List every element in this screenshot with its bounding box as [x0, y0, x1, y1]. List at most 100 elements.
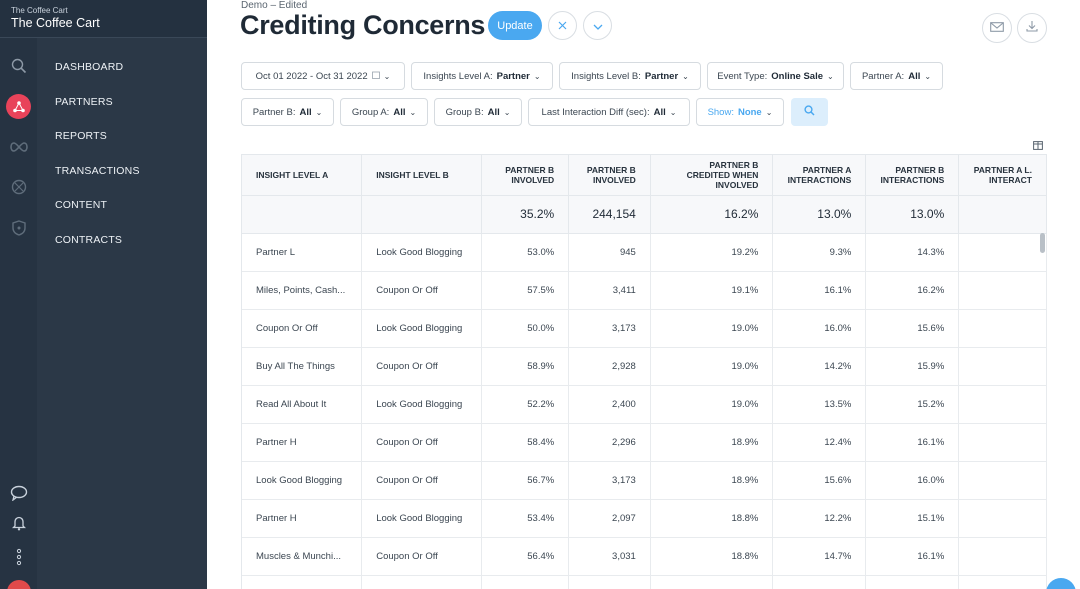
event-type-filter[interactable]: Event Type: Online Sale ⌄ [707, 62, 844, 90]
table-cell: Coupon Or Off [361, 347, 482, 386]
reports-icon[interactable] [0, 135, 37, 159]
table-cell: 50.0% [481, 309, 570, 348]
table-cell: 19.0% [650, 309, 774, 348]
show-filter[interactable]: Show: None ⌄ [696, 98, 784, 126]
group-a-filter[interactable]: Group A: All ⌄ [340, 98, 428, 126]
partner-a-filter[interactable]: Partner A: All ⌄ [850, 62, 943, 90]
table-cell: 15.2% [865, 385, 960, 424]
table-cell: Buy All The Things [242, 347, 363, 386]
email-button[interactable] [982, 13, 1012, 43]
table-cell [242, 195, 363, 234]
column-header[interactable]: PARTNER B INTERACTIONS [865, 155, 960, 196]
chevron-down-icon: ⌄ [924, 71, 932, 81]
org-label: The Coffee Cart [11, 6, 68, 15]
org-name: The Coffee Cart [11, 16, 100, 30]
table-cell: 19.2% [650, 233, 774, 272]
table-cell: Miles, Points, Cash... [242, 271, 363, 310]
table-cell: Look Good Blogging [361, 385, 482, 424]
more-options-button[interactable] [583, 11, 612, 40]
bell-icon[interactable] [0, 511, 37, 535]
table-row[interactable]: Partner H Look Good Blogging 53.4% 2,097 18.… [242, 499, 1047, 538]
table-cell: Look Good Blogging [361, 499, 482, 538]
chevron-down-icon: ⌄ [383, 71, 391, 81]
table-row[interactable]: Partner L Look Good Blogging 53.0% 945 19.2%… [242, 233, 1047, 272]
table-cell: 14.2% [772, 347, 867, 386]
table-cell: 19.0% [650, 347, 774, 386]
filter-label: Insights Level A: [423, 70, 493, 82]
more-vertical-icon[interactable] [0, 545, 37, 569]
table-cell: Coupon Or Off [361, 461, 482, 500]
group-b-filter[interactable]: Group B: All ⌄ [434, 98, 522, 126]
filter-value: All [653, 106, 666, 118]
table-cell [958, 537, 1047, 576]
icon-rail [0, 38, 37, 589]
search-icon [804, 103, 815, 121]
date-range-filter[interactable]: Oct 01 2022 - Oct 31 2022 ⌄ [241, 62, 405, 90]
sidebar: The Coffee Cart The Coffee Cart DASHBOAR… [0, 0, 207, 589]
nav-dashboard[interactable]: DASHBOARD [55, 61, 124, 73]
search-button[interactable] [791, 98, 828, 126]
filter-label: Partner B: [252, 106, 296, 118]
table-row[interactable] [242, 575, 1047, 589]
help-chat-button[interactable] [1046, 578, 1076, 589]
transactions-icon[interactable] [0, 175, 37, 199]
table-cell: 3,031 [568, 537, 651, 576]
column-settings-icon[interactable] [1033, 137, 1043, 155]
table-row[interactable]: Partner H Coupon Or Off 58.4% 2,296 18.9% 12.… [242, 423, 1047, 462]
search-icon[interactable] [0, 54, 37, 78]
table-row[interactable]: Miles, Points, Cash... Coupon Or Off 57.5%… [242, 271, 1047, 310]
table-cell: 3,173 [568, 309, 651, 348]
column-header[interactable]: INSIGHT LEVEL B [361, 155, 482, 196]
column-header[interactable]: PARTNER A L. INTERACT [958, 155, 1047, 196]
last-interaction-diff-filter[interactable]: Last Interaction Diff (sec): All ⌄ [528, 98, 690, 126]
table-cell [865, 575, 960, 589]
table-row[interactable]: Coupon Or Off Look Good Blogging 50.0% 3,17… [242, 309, 1047, 348]
table-cell: 14.7% [772, 537, 867, 576]
table-row[interactable]: Look Good Blogging Coupon Or Off 56.7% 3,17… [242, 461, 1047, 500]
table-cell: Muscles & Munchi... [242, 537, 363, 576]
data-table: INSIGHT LEVEL A INSIGHT LEVEL B PARTNER … [242, 155, 1047, 589]
chevron-down-icon: ⌄ [682, 71, 689, 81]
org-switcher[interactable]: The Coffee Cart The Coffee Cart [0, 0, 207, 38]
table-cell: 53.0% [481, 233, 570, 272]
table-cell: 16.2% [650, 195, 774, 234]
chat-icon[interactable] [0, 481, 37, 505]
table-cell: 15.9% [865, 347, 960, 386]
filter-label: Partner A: [861, 70, 905, 82]
column-header[interactable]: PARTNER B CREDITED WHEN INVOLVED [650, 155, 774, 196]
table-cell: 18.8% [650, 499, 774, 538]
table-cell: Coupon Or Off [361, 271, 482, 310]
table-cell: 56.4% [481, 537, 570, 576]
partners-icon[interactable] [6, 94, 31, 119]
nav-partners[interactable]: PARTNERS [55, 96, 113, 108]
nav-transactions[interactable]: TRANSACTIONS [55, 165, 140, 177]
table-cell: 53.4% [481, 499, 570, 538]
nav-reports[interactable]: REPORTS [55, 130, 107, 142]
filter-value: All [908, 70, 921, 82]
discard-button[interactable] [548, 11, 577, 40]
column-header[interactable]: INSIGHT LEVEL A [242, 155, 363, 196]
column-header[interactable]: PARTNER A INTERACTIONS [772, 155, 867, 196]
contracts-icon[interactable] [0, 216, 37, 240]
insights-level-a-filter[interactable]: Insights Level A: Partner ⌄ [411, 62, 553, 90]
nav-content[interactable]: CONTENT [55, 199, 108, 211]
download-button[interactable] [1017, 13, 1047, 43]
table-scrollbar[interactable] [1040, 233, 1045, 253]
table-cell: 3,173 [568, 461, 651, 500]
table-row[interactable]: Muscles & Munchi... Coupon Or Off 56.4% 3,0… [242, 537, 1047, 576]
table-cell: 18.8% [650, 537, 774, 576]
nav-contracts[interactable]: CONTRACTS [55, 234, 123, 246]
partner-b-filter[interactable]: Partner B: All ⌄ [241, 98, 334, 126]
column-header[interactable]: PARTNER B INVOLVED [481, 155, 570, 196]
table-cell: 2,097 [568, 499, 651, 538]
column-header[interactable]: PARTNER B INVOLVED [568, 155, 651, 196]
table-cell: 52.2% [481, 385, 570, 424]
table-cell: 16.1% [865, 537, 960, 576]
table-row[interactable]: Read All About It Look Good Blogging 52.2%… [242, 385, 1047, 424]
table-cell: 2,400 [568, 385, 651, 424]
user-avatar[interactable] [7, 580, 31, 589]
insights-level-b-filter[interactable]: Insights Level B: Partner ⌄ [559, 62, 701, 90]
update-button[interactable]: Update [488, 11, 542, 40]
table-row[interactable]: Buy All The Things Coupon Or Off 58.9% 2,92… [242, 347, 1047, 386]
chevron-down-icon: ⌄ [533, 71, 541, 81]
